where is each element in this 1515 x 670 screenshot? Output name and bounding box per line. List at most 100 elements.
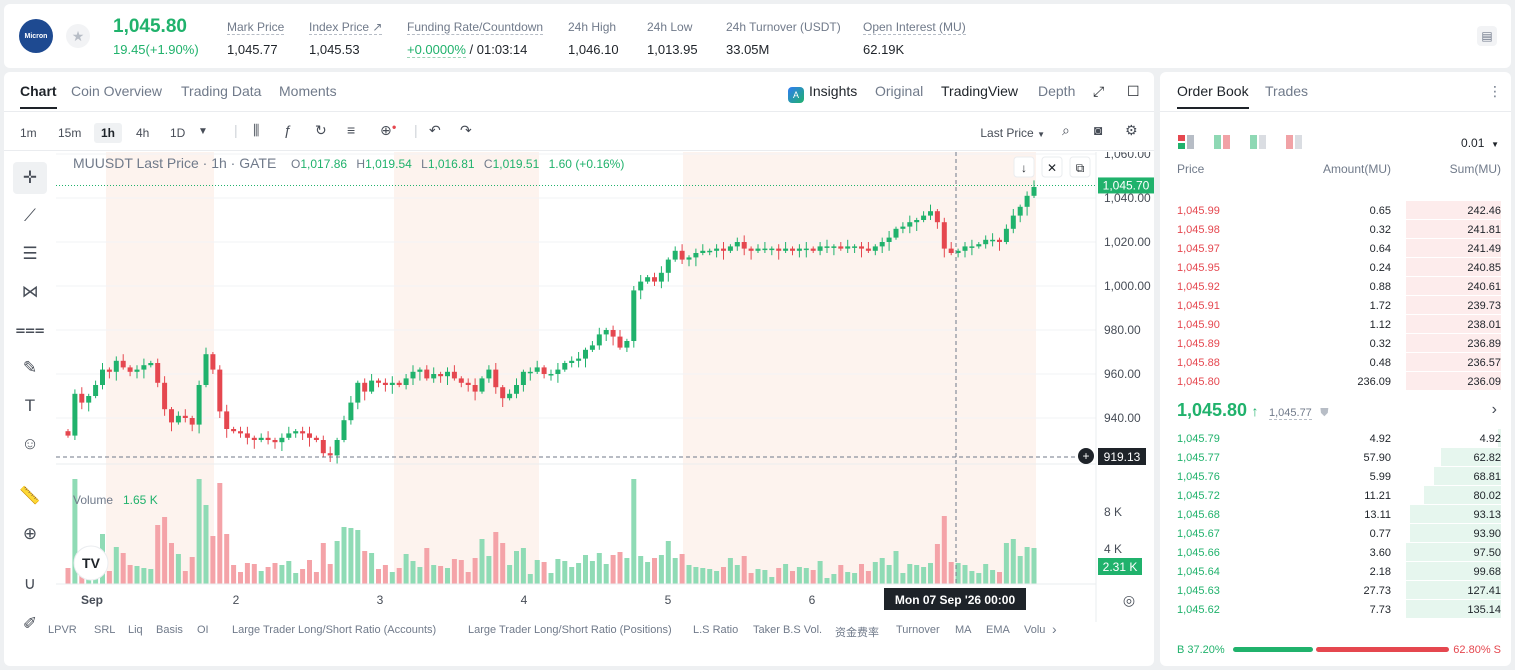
candle-body [500, 387, 506, 399]
chevron-right-icon[interactable]: › [1491, 401, 1497, 418]
indicator-liq[interactable]: Liq [128, 624, 143, 636]
chevron-right-icon[interactable]: › [1052, 621, 1057, 637]
timeframe-1h[interactable]: 1h [94, 123, 123, 143]
view-original[interactable]: Original [875, 83, 924, 99]
indicator-oi[interactable]: OI [197, 624, 209, 636]
ruler-icon[interactable]: 📏 [19, 486, 41, 505]
bid-row[interactable]: 1,045.66 3.60 97.50 [1160, 543, 1511, 562]
undo-icon[interactable]: ↶ [429, 122, 441, 138]
indicator-ema[interactable]: EMA [986, 624, 1010, 636]
view-tradingview[interactable]: TradingView [941, 83, 1019, 99]
price-chart[interactable]: 1,060.00 1,040.00 1,020.00 1,000.00 980.00 96… [56, 152, 1154, 622]
indicator-funding-rate[interactable]: 资金费率 [835, 627, 879, 639]
text-icon[interactable]: T [24, 396, 36, 415]
ask-row[interactable]: 1,045.89 0.32 236.89 [1160, 334, 1511, 353]
tab-trades[interactable]: Trades [1265, 83, 1309, 99]
window-icon[interactable]: ☐ [1127, 83, 1140, 99]
ask-row[interactable]: 1,045.98 0.32 241.81 [1160, 220, 1511, 239]
bid-row[interactable]: 1,045.76 5.99 68.81 [1160, 467, 1511, 486]
ask-row[interactable]: 1,045.80 236.09 236.09 [1160, 372, 1511, 391]
indicator-ma[interactable]: MA [955, 624, 972, 636]
micron-logo[interactable]: Micron [19, 19, 53, 53]
tab-moments[interactable]: Moments [279, 83, 337, 99]
mid-price-row[interactable]: 1,045.80 ↑ 1,045.77 ⛊ [1177, 400, 1329, 421]
ask-row[interactable]: 1,045.91 1.72 239.73 [1160, 296, 1511, 315]
view-insights[interactable]: A Insights [788, 83, 857, 103]
indicator-ls-accounts[interactable]: Large Trader Long/Short Ratio (Accounts) [232, 624, 437, 636]
fib-icon[interactable]: ⩶ [15, 320, 45, 339]
ask-row[interactable]: 1,045.90 1.12 238.01 [1160, 315, 1511, 334]
bid-row[interactable]: 1,045.68 13.11 93.13 [1160, 505, 1511, 524]
bid-row[interactable]: 1,045.64 2.18 99.68 [1160, 562, 1511, 581]
replay-icon[interactable]: ↻ [315, 122, 327, 138]
timeframe-15m[interactable]: 15m [58, 126, 82, 140]
candle-type-icon[interactable]: ⫼ [253, 122, 260, 138]
book-icon[interactable]: ▤ [1477, 26, 1497, 46]
bid-row[interactable]: 1,045.77 57.90 62.82 [1160, 448, 1511, 467]
view-depth[interactable]: Depth [1038, 83, 1076, 99]
crosshair-icon[interactable]: ✛ [13, 162, 47, 194]
bid-row[interactable]: 1,045.79 4.92 4.92 [1160, 429, 1511, 448]
maximize-icon[interactable] [1069, 156, 1091, 178]
indicator-ls-ratio[interactable]: L.S Ratio [693, 624, 739, 636]
ask-row[interactable]: 1,045.92 0.88 240.61 [1160, 277, 1511, 296]
depth-bar [1406, 277, 1501, 295]
camera-icon[interactable]: ◙ [1094, 122, 1103, 138]
ask-row[interactable]: 1,045.88 0.48 236.57 [1160, 353, 1511, 372]
ask-row[interactable]: 1,045.95 0.24 240.85 [1160, 258, 1511, 277]
view-both-icon[interactable] [1178, 135, 1194, 149]
bid-row[interactable]: 1,045.67 0.77 93.90 [1160, 524, 1511, 543]
tradingview-logo[interactable] [73, 545, 109, 581]
bid-row[interactable]: 1,045.62 7.73 135.14 [1160, 600, 1511, 619]
time-settings-icon[interactable]: ◎ [1123, 592, 1135, 608]
pencil-lock-icon[interactable]: ✐ [22, 614, 38, 633]
view-asks-icon[interactable] [1286, 135, 1302, 149]
tab-trading-data[interactable]: Trading Data [181, 83, 262, 99]
expand-icon[interactable]: ⤢ [1093, 83, 1105, 99]
indicator-srl[interactable]: SRL [94, 624, 116, 636]
indicator-taker-vol[interactable]: Taker B.S Vol. [753, 624, 823, 636]
indicator-ls-positions[interactable]: Large Trader Long/Short Ratio (Positions… [468, 624, 672, 636]
price-source-select[interactable]: Last Price ▼ [980, 126, 1045, 140]
stat-funding-rate[interactable]: Funding Rate/Countdown +0.0000% / 01:03:… [407, 18, 544, 58]
stat-open-interest[interactable]: Open Interest (MU) 62.19K [863, 18, 966, 57]
templates-icon[interactable]: ≡ [347, 122, 356, 138]
ask-row[interactable]: 1,045.99 0.65 242.46 [1160, 201, 1511, 220]
tab-order-book[interactable]: Order Book [1177, 83, 1249, 109]
redo-icon[interactable]: ↷ [460, 122, 472, 138]
brush-icon[interactable]: ✎ [22, 358, 38, 377]
precision-select[interactable]: 0.01 ▼ [1461, 136, 1499, 150]
indicator-turnover[interactable]: Turnover [896, 624, 940, 636]
favorite-star-icon[interactable]: ★ [66, 24, 90, 48]
gear-icon[interactable]: ⚙ [1125, 122, 1138, 138]
indicator-basis[interactable]: Basis [156, 624, 183, 636]
pattern-icon[interactable]: ⋈ [21, 282, 39, 301]
tab-coin-overview[interactable]: Coin Overview [71, 83, 163, 99]
view-bids-asks-icon[interactable] [1214, 135, 1230, 149]
bid-row[interactable]: 1,045.63 27.73 127.41 [1160, 581, 1511, 600]
magnet-icon[interactable]: ∪ [23, 574, 37, 593]
search-icon[interactable]: ⌕ [1062, 122, 1070, 138]
view-bids-icon[interactable] [1250, 135, 1266, 149]
indicator-lpvr[interactable]: LPVR [48, 624, 77, 636]
horizontal-lines-icon[interactable]: ☰ [22, 244, 38, 263]
timeframe-4h[interactable]: 4h [136, 126, 150, 140]
ask-row[interactable]: 1,045.97 0.64 241.49 [1160, 239, 1511, 258]
timeframe-dropdown-icon[interactable]: ▼ [198, 126, 208, 137]
tab-chart[interactable]: Chart [20, 83, 57, 109]
add-alert-icon[interactable]: ⊕● [380, 122, 397, 138]
scroll-down-icon[interactable] [1013, 156, 1035, 178]
stat-mark-price[interactable]: Mark Price 1,045.77 [227, 18, 285, 57]
collapse-icon[interactable] [1041, 156, 1063, 178]
stat-index-price[interactable]: Index Price ↗ 1,045.53 [309, 18, 383, 57]
indicators-icon[interactable]: ƒ [284, 122, 292, 138]
indicator-volume[interactable]: Volu [1024, 624, 1046, 636]
add-alert-crosshair-icon[interactable] [1078, 448, 1094, 464]
trend-line-icon[interactable]: ⟋ [24, 206, 36, 225]
emoji-icon[interactable]: ☺ [21, 434, 39, 453]
bid-row[interactable]: 1,045.72 11.21 80.02 [1160, 486, 1511, 505]
timeframe-1m[interactable]: 1m [20, 126, 37, 140]
more-icon[interactable]: ⋮ [1488, 83, 1502, 99]
timeframe-1d[interactable]: 1D [170, 126, 186, 140]
zoom-icon[interactable]: ⊕ [22, 524, 38, 543]
